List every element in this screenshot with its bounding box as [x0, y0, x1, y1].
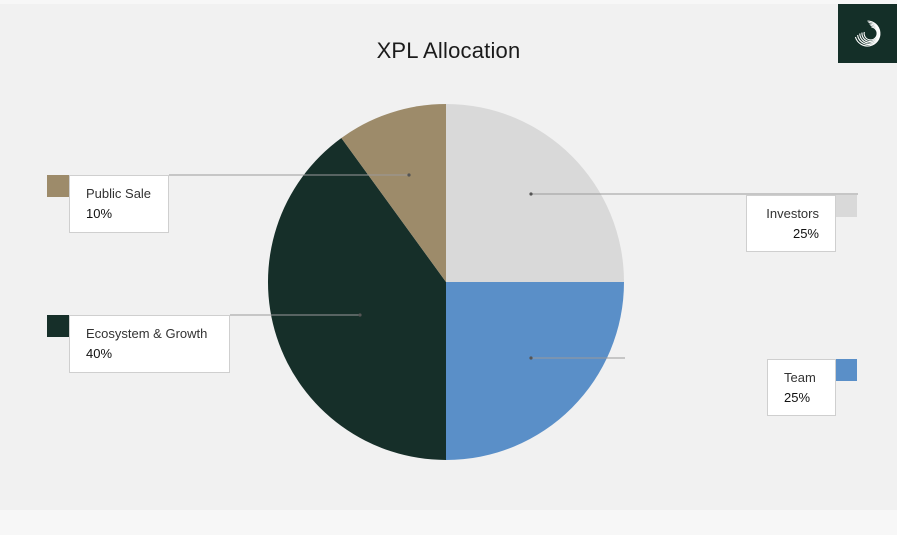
leader-dot-investors: [529, 192, 533, 196]
leader-dot-public-sale: [407, 173, 411, 177]
pie-slice-public-sale: [341, 104, 446, 282]
pie-slice-investors: [446, 104, 624, 282]
swatch-team: [835, 359, 857, 381]
logo: [838, 4, 897, 63]
swatch-ecosystem-growth: [47, 315, 69, 337]
leader-dot-ecosystem-growth: [358, 313, 362, 317]
label-team: Team 25%: [767, 359, 836, 416]
swatch-public-sale: [47, 175, 69, 197]
swatch-investors: [835, 195, 857, 217]
label-public-sale-name: Public Sale: [86, 186, 152, 201]
label-team-value: 25%: [784, 390, 811, 405]
pie-slice-team: [446, 282, 624, 460]
label-team-name: Team: [784, 370, 816, 385]
leader-dot-team: [529, 356, 533, 360]
pie-slice-ecosystem-growth: [267, 137, 446, 461]
chart-title: XPL Allocation: [376, 38, 521, 63]
label-investors: Investors 25%: [746, 195, 836, 252]
label-investors-value: 25%: [792, 226, 819, 241]
label-investors-name: Investors: [766, 206, 819, 221]
label-ecosystem-growth: Ecosystem & Growth 40%: [69, 315, 230, 373]
label-ecosystem-growth-name: Ecosystem & Growth: [86, 326, 208, 341]
label-ecosystem-growth-value: 40%: [86, 346, 113, 361]
label-public-sale: Public Sale 10%: [69, 175, 169, 233]
swirl-logo-icon: [854, 20, 881, 47]
label-public-sale-value: 10%: [86, 206, 113, 221]
